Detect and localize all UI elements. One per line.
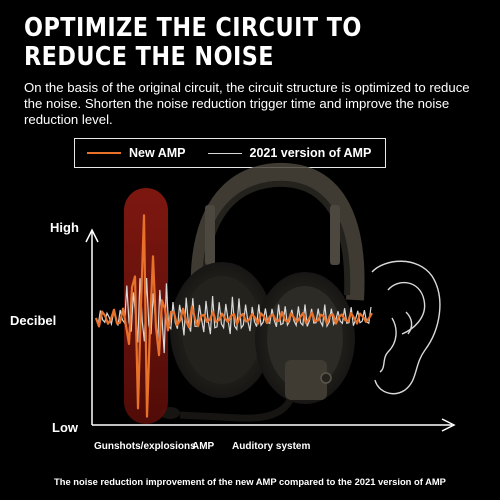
headline-line-2: REDUCE THE NOISE [24, 42, 275, 72]
legend: New AMP 2021 version of AMP [74, 138, 386, 168]
legend-swatch-new-amp [87, 152, 121, 154]
x-label-gunshots: Gunshots/explosions [94, 441, 196, 452]
headline-line-1: OPTIMIZE THE CIRCUIT TO [24, 13, 362, 43]
x-label-amp: AMP [192, 441, 215, 452]
legend-label-old-amp: 2021 version of AMP [249, 146, 372, 160]
x-label-auditory-system: Auditory system [232, 441, 311, 452]
headset-illustration-icon [160, 162, 365, 422]
y-axis-label: Decibel [10, 313, 57, 328]
legend-item-old-amp: 2021 version of AMP [207, 146, 372, 160]
headline: OPTIMIZE THE CIRCUIT TO REDUCE THE NOISE [24, 14, 362, 72]
wave-2021-amp [95, 277, 372, 354]
legend-label-new-amp: New AMP [129, 146, 186, 160]
legend-swatch-old-amp [207, 152, 242, 154]
wave-new-amp [94, 214, 373, 418]
description: On the basis of the original circuit, th… [24, 80, 470, 127]
chart-axes [85, 228, 456, 432]
y-axis-low-label: Low [52, 420, 78, 435]
legend-item-new-amp: New AMP [87, 146, 186, 160]
ear-outline-icon [371, 260, 441, 395]
caption: The noise reduction improvement of the n… [54, 476, 446, 487]
y-axis-high-label: High [50, 220, 79, 235]
